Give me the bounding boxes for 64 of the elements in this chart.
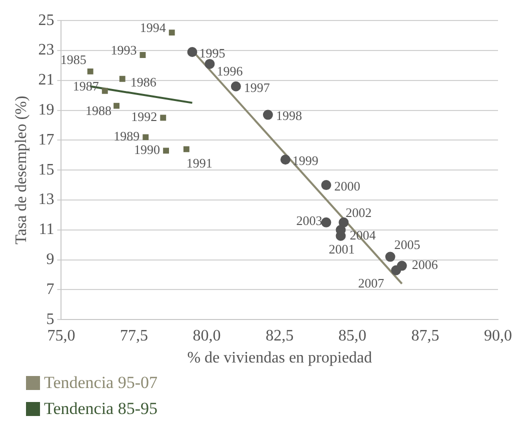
y-tick-label: 15 [38,161,54,178]
point [87,68,94,74]
y-tick-label: 5 [46,310,54,328]
y-tick-label: 11 [38,221,54,238]
point [168,30,175,36]
point [102,88,108,94]
annotation: 2003 [296,212,322,228]
point [230,81,241,92]
x-tick-label: 90,0 [484,327,512,344]
annotation: 1994 [140,20,166,35]
annotation: 2005 [394,237,420,252]
annotation: 1995 [199,45,226,60]
y-tick-label: 19 [38,102,54,119]
annotation: 2002 [346,204,372,220]
annotation: 1985 [60,52,86,67]
point [385,252,396,262]
x-tick-label: 85,0 [338,327,366,344]
point [321,180,332,190]
point [183,146,190,152]
point [142,134,149,140]
x-tick-label: 82,5 [266,327,294,344]
annotation: 1986 [130,74,157,90]
point [160,114,166,121]
annotation: 1999 [292,153,318,168]
y-tick-label: 21 [38,72,54,89]
point [280,154,290,165]
x-tick-label: 77,5 [120,327,148,344]
annotation: 1991 [186,156,212,171]
annotation: 1997 [244,80,270,95]
annotation: 1993 [110,42,137,58]
annotation: 1992 [131,109,158,124]
annotation: 1987 [72,78,100,94]
point [262,110,273,120]
x-axis-title: % de viviendas en propiedad [187,350,372,367]
point [187,46,198,57]
y-tick-label: 13 [38,191,54,208]
annotation: 1998 [276,108,302,124]
point [321,217,332,228]
point [119,76,126,82]
point [114,102,120,109]
y-tick-label: 9 [46,251,54,268]
point [338,217,349,228]
y-tick-label: 7 [46,280,54,298]
annotation: 1990 [134,142,160,158]
point [140,52,146,58]
point [204,58,215,69]
y-tick-label: 25 [38,12,54,29]
annotation: 2007 [358,276,385,291]
annotation: 1996 [216,63,244,78]
annotation: 2001 [328,241,355,256]
y-tick-label: 17 [38,131,54,148]
annotation: 1989 [114,128,140,144]
x-tick-label: 75,0 [47,327,76,344]
point [391,265,402,276]
point [163,148,170,154]
annotation: 2006 [412,257,438,272]
annotation: 2000 [334,178,360,194]
annotation: 1988 [86,103,112,118]
y-tick-label: 23 [38,42,54,59]
y-axis-title: Tasa de desempleo (%) [12,96,30,244]
legend-label: Tendencia 95-07 [44,373,158,393]
legend-label: Tendencia 85-95 [44,399,158,419]
x-tick-label: 80,0 [192,327,221,344]
x-tick-label: 87,5 [411,327,440,344]
